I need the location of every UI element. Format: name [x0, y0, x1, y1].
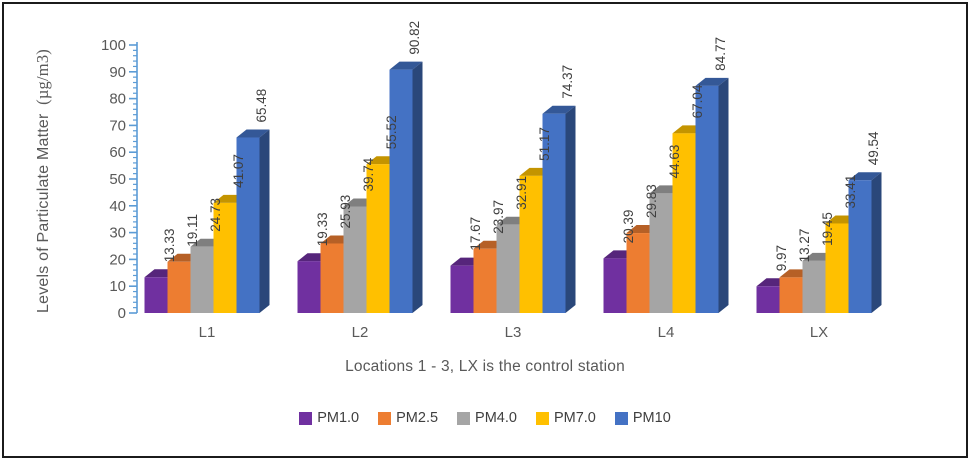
bar-side-PM10-LX	[871, 172, 882, 313]
bar-side-PM10-L4	[718, 77, 729, 313]
bar-value-label-PM7.0-L3: 51.17	[537, 127, 552, 161]
chart-area: 0 10 20 30 40 50 60 70 80 90 100 13.33 19.11 24.73 41.…	[4, 4, 966, 456]
bar-value-label-PM10-L2: 90.82	[407, 21, 422, 55]
bar-value-label-PM2.5-L1: 19.11	[185, 214, 200, 247]
bar-PM2.5-L2	[320, 243, 344, 313]
bar-PM1.0-L2	[297, 261, 321, 313]
y-axis-title-unit: (µg/m3)	[33, 49, 52, 105]
bar-PM1.0-LX	[756, 286, 780, 313]
y-tick-label: 100	[101, 37, 126, 54]
bar-side-PM10-L3	[565, 105, 576, 313]
bar-PM10-L4	[695, 85, 719, 313]
bar-PM7.0-L4	[672, 133, 696, 313]
legend-swatch-pm4.0	[457, 411, 471, 425]
bar-PM10-L1	[236, 137, 260, 313]
bar-top-PM10-L2	[389, 61, 423, 70]
bar-value-label-PM7.0-L4: 67.04	[690, 84, 705, 118]
plot-svg: 0 10 20 30 40 50 60 70 80 90 100 13.33 19.11 24.73 41.…	[101, 21, 882, 341]
y-tick-label: 70	[109, 117, 126, 134]
bar-PM1.0-L3	[450, 265, 474, 313]
bar-value-label-PM4.0-LX: 19.45	[820, 212, 835, 246]
x-category-label-L2: L2	[352, 324, 369, 341]
legend: PM1.0 PM2.5 PM4.0 PM7.0 PM10	[4, 410, 966, 426]
x-category-label-LX: LX	[810, 324, 828, 341]
bar-PM10-LX	[848, 180, 872, 313]
bar-top-PM10-L4	[695, 77, 729, 86]
legend-item-pm10: PM10	[614, 410, 671, 426]
legend-label: PM2.5	[396, 410, 439, 426]
bar-PM10-L3	[542, 113, 566, 313]
bar-side-PM10-L1	[259, 129, 270, 313]
legend-item-pm1.0: PM1.0	[299, 410, 359, 426]
bar-top-PM10-L3	[542, 105, 576, 114]
bar-PM7.0-L2	[366, 164, 390, 313]
bar-PM2.5-L1	[167, 261, 191, 313]
bar-value-label-PM2.5-LX: 13.27	[797, 229, 812, 263]
legend-label: PM1.0	[317, 410, 360, 426]
y-tick-label: 60	[109, 144, 126, 161]
bar-value-label-PM1.0-L4: 20.39	[621, 210, 636, 244]
bar-PM2.5-L4	[626, 233, 650, 313]
x-category-label-L1: L1	[199, 324, 216, 341]
y-tick-label: 80	[109, 91, 126, 108]
bar-PM4.0-L2	[343, 206, 367, 313]
bar-value-label-PM7.0-L2: 55.52	[384, 115, 399, 149]
y-tick-label: 50	[109, 171, 126, 188]
bar-PM4.0-LX	[802, 260, 826, 313]
bar-value-label-PM10-L3: 74.37	[560, 65, 575, 99]
legend-item-pm7.0: PM7.0	[535, 410, 596, 426]
bar-value-label-PM7.0-LX: 33.41	[843, 175, 858, 209]
x-axis-title: Locations 1 - 3, LX is the control stati…	[345, 358, 625, 375]
bar-PM4.0-L4	[649, 193, 673, 313]
bar-value-label-PM1.0-L3: 17.67	[468, 217, 483, 251]
bar-value-label-PM7.0-L1: 41.07	[231, 154, 246, 188]
bar-value-label-PM2.5-L3: 23.97	[491, 200, 506, 234]
bar-value-label-PM1.0-L1: 13.33	[162, 228, 177, 262]
y-axis-title: Levels of Particulate Matter (µg/m3)	[33, 49, 53, 313]
bar-value-label-PM4.0-L4: 44.63	[667, 145, 682, 179]
legend-swatch-pm10	[614, 411, 628, 425]
y-tick-label: 20	[109, 251, 126, 268]
bar-value-label-PM10-LX: 49.54	[866, 131, 881, 165]
y-axis-title-text: Levels of Particulate Matter	[35, 113, 52, 313]
bar-value-label-PM10-L1: 65.48	[254, 89, 269, 123]
bar-PM2.5-L3	[473, 248, 497, 313]
legend-swatch-pm1.0	[299, 411, 313, 425]
bar-value-label-PM4.0-L3: 32.91	[514, 176, 529, 210]
bar-top-PM10-LX	[848, 172, 882, 181]
bar-PM4.0-L1	[190, 246, 214, 313]
legend-item-pm4.0: PM4.0	[457, 410, 517, 426]
y-tick-label: 90	[109, 64, 126, 81]
y-tick-label: 40	[109, 198, 126, 215]
bar-PM2.5-LX	[779, 277, 803, 313]
y-tick-label: 0	[118, 305, 126, 322]
bar-PM7.0-LX	[825, 223, 849, 313]
legend-label: PM4.0	[475, 410, 517, 426]
legend-swatch-pm2.5	[378, 411, 392, 425]
bar-value-label-PM1.0-L2: 19.33	[315, 212, 330, 246]
x-category-label-L4: L4	[658, 324, 675, 341]
bar-side-PM10-L2	[412, 61, 423, 313]
legend-item-pm2.5: PM2.5	[378, 410, 438, 426]
bar-value-label-PM2.5-L2: 25.93	[338, 195, 353, 229]
bar-value-label-PM2.5-L4: 29.83	[644, 184, 659, 218]
bar-value-label-PM4.0-L2: 39.74	[361, 157, 376, 191]
bar-PM7.0-L3	[519, 175, 543, 313]
y-tick-label: 10	[109, 278, 126, 295]
bar-PM1.0-L1	[144, 277, 168, 313]
bar-PM4.0-L3	[496, 224, 520, 313]
y-tick-label: 30	[109, 225, 126, 242]
legend-label: PM10	[632, 410, 671, 426]
legend-swatch-pm7.0	[535, 411, 549, 425]
x-category-label-L3: L3	[505, 324, 522, 341]
bar-value-label-PM10-L4: 84.77	[713, 37, 728, 71]
bar-value-label-PM1.0-LX: 9.97	[774, 245, 789, 271]
bar-PM7.0-L1	[213, 202, 237, 313]
bar-value-label-PM4.0-L1: 24.73	[208, 198, 223, 232]
bar-top-PM10-L1	[236, 129, 270, 138]
legend-label: PM7.0	[553, 410, 596, 426]
bar-PM1.0-L4	[603, 258, 627, 313]
bar-PM10-L2	[389, 69, 413, 313]
